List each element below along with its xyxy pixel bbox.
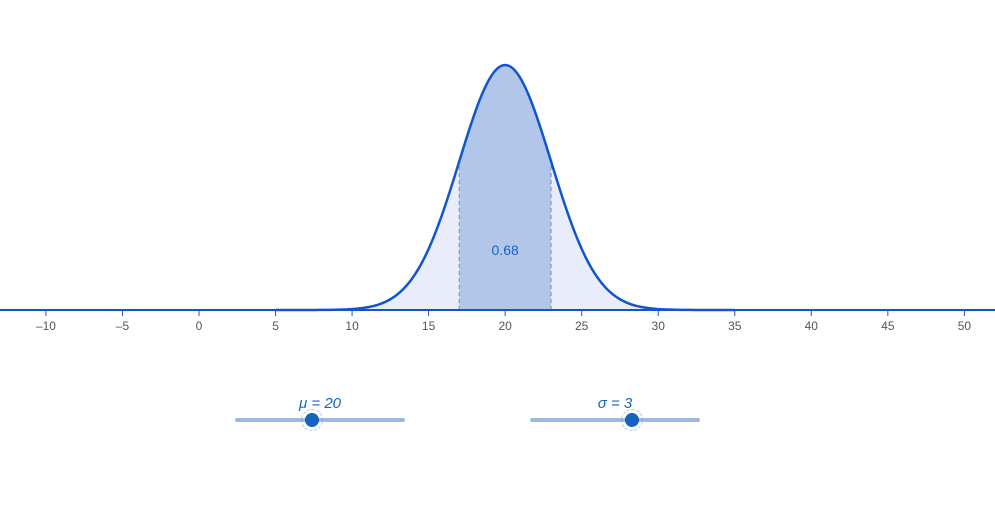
tick-label: 15 (422, 319, 436, 333)
tick-label: –5 (116, 319, 130, 333)
sigma-slider-handle[interactable] (625, 413, 639, 427)
tick-label: 20 (498, 319, 512, 333)
tick-label: 5 (272, 319, 279, 333)
tick-label: –10 (36, 319, 56, 333)
mu-slider-handle[interactable] (305, 413, 319, 427)
tick-label: 35 (728, 319, 742, 333)
mu-slider-track[interactable] (235, 418, 405, 422)
tick-label: 30 (652, 319, 666, 333)
tick-label: 0 (196, 319, 203, 333)
sigma-slider[interactable]: σ = 3 (530, 395, 700, 422)
tick-label: 50 (958, 319, 972, 333)
mu-slider[interactable]: μ = 20 (235, 395, 405, 422)
tick-label: 25 (575, 319, 589, 333)
tick-label: 45 (881, 319, 895, 333)
tick-label: 40 (805, 319, 819, 333)
probability-label: 0.68 (492, 242, 519, 258)
chart-svg: –10 –5 0 5 10 15 20 25 30 35 40 45 50 0.68 (0, 0, 995, 524)
tick-label: 10 (345, 319, 359, 333)
sigma-slider-track[interactable] (530, 418, 700, 422)
curve-fill-inner (459, 65, 551, 310)
